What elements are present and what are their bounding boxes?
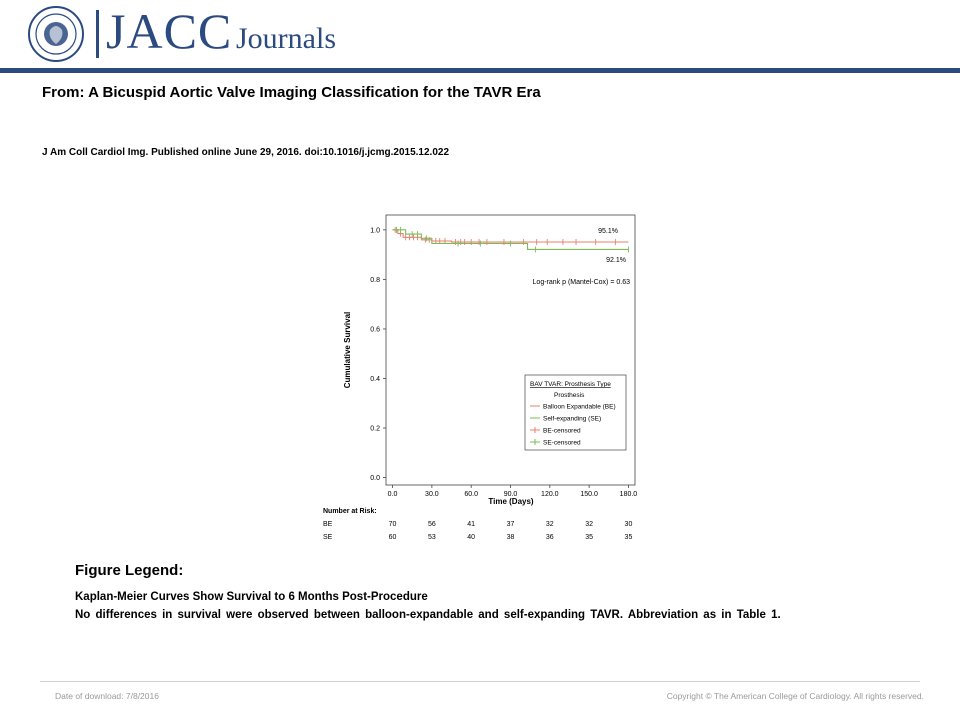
- y-axis-label: Cumulative Survival: [343, 312, 352, 388]
- risk-cell-be: 37: [507, 521, 515, 528]
- footer-rule: [40, 681, 920, 682]
- download-date: Date of download: 7/8/2016: [55, 691, 159, 701]
- legend-entry-be: Balloon Expandable (BE): [543, 404, 616, 411]
- x-tick-label: 180.0: [620, 491, 638, 498]
- x-tick-label: 0.0: [388, 491, 398, 498]
- risk-cell-se: 35: [625, 534, 633, 541]
- acc-seal-icon: [28, 6, 84, 62]
- legend-subtitle: Prosthesis: [554, 392, 585, 399]
- copyright: Copyright © The American College of Card…: [666, 691, 924, 701]
- risk-cell-be: 32: [585, 521, 593, 528]
- km-chart: 0.0 0.2 0.4 0.6 0.8 1.0 0.0 30.0 60.0 90.0 120.0 1…: [323, 214, 638, 541]
- y-tick-label: 0.8: [370, 277, 380, 284]
- risk-cell-be: 41: [467, 521, 475, 528]
- risk-cell-se: 53: [428, 534, 436, 541]
- risk-cell-be: 32: [546, 521, 554, 528]
- legend-entry-be-censored: BE-censored: [543, 428, 581, 435]
- risk-cell-be: 70: [389, 521, 397, 528]
- x-tick-label: 150.0: [580, 491, 598, 498]
- y-tick-label: 0.0: [370, 475, 380, 482]
- y-tick-label: 0.4: [370, 376, 380, 383]
- y-tick-label: 1.0: [370, 227, 380, 234]
- risk-cell-se: 35: [585, 534, 593, 541]
- legend-entry-se-censored: SE-censored: [543, 440, 581, 447]
- article-citation: J Am Coll Cardiol Img. Published online …: [42, 147, 450, 158]
- header-rule: [0, 68, 960, 73]
- x-tick-label: 60.0: [464, 491, 478, 498]
- risk-table-title: Number at Risk:: [323, 508, 377, 515]
- risk-cell-se: 38: [507, 534, 515, 541]
- risk-row-label-be: BE: [323, 521, 333, 528]
- se-survival-curve: [392, 229, 629, 250]
- legend-title: BAV TVAR: Prosthesis Type: [530, 381, 611, 388]
- figure-legend-heading: Figure Legend:: [75, 562, 184, 579]
- y-tick-label: 0.2: [370, 426, 380, 433]
- logo-journals: Journals: [236, 22, 336, 55]
- figure: 0.0 0.2 0.4 0.6 0.8 1.0 0.0 30.0 60.0 90.0 120.0 1…: [320, 205, 650, 550]
- x-axis-label: Time (Days): [488, 497, 534, 506]
- y-tick-label: 0.6: [370, 326, 380, 333]
- risk-cell-se: 40: [467, 534, 475, 541]
- figure-legend-title: Kaplan-Meier Curves Show Survival to 6 M…: [75, 591, 428, 603]
- x-tick-label: 30.0: [425, 491, 439, 498]
- logo-jacc: JACC: [106, 3, 233, 59]
- risk-cell-be: 56: [428, 521, 436, 528]
- se-final-label: 92.1%: [606, 257, 626, 264]
- risk-row-label-se: SE: [323, 534, 333, 541]
- figure-legend-text: No differences in survival were observed…: [75, 609, 781, 621]
- x-tick-label: 90.0: [504, 491, 518, 498]
- risk-cell-be: 30: [625, 521, 633, 528]
- x-tick-label: 120.0: [541, 491, 559, 498]
- chart-legend: BAV TVAR: Prosthesis Type Prosthesis Bal…: [524, 374, 627, 451]
- legend-entry-se: Self-expanding (SE): [543, 416, 601, 423]
- article-title: From: A Bicuspid Aortic Valve Imaging Cl…: [42, 84, 541, 101]
- journal-header: JACC Journals: [0, 0, 960, 68]
- risk-cell-se: 60: [389, 534, 397, 541]
- risk-cell-se: 36: [546, 534, 554, 541]
- logrank-label: Log-rank p (Mantel-Cox) = 0.63: [533, 279, 631, 286]
- be-final-label: 95.1%: [598, 228, 618, 235]
- logo-divider: [96, 10, 99, 58]
